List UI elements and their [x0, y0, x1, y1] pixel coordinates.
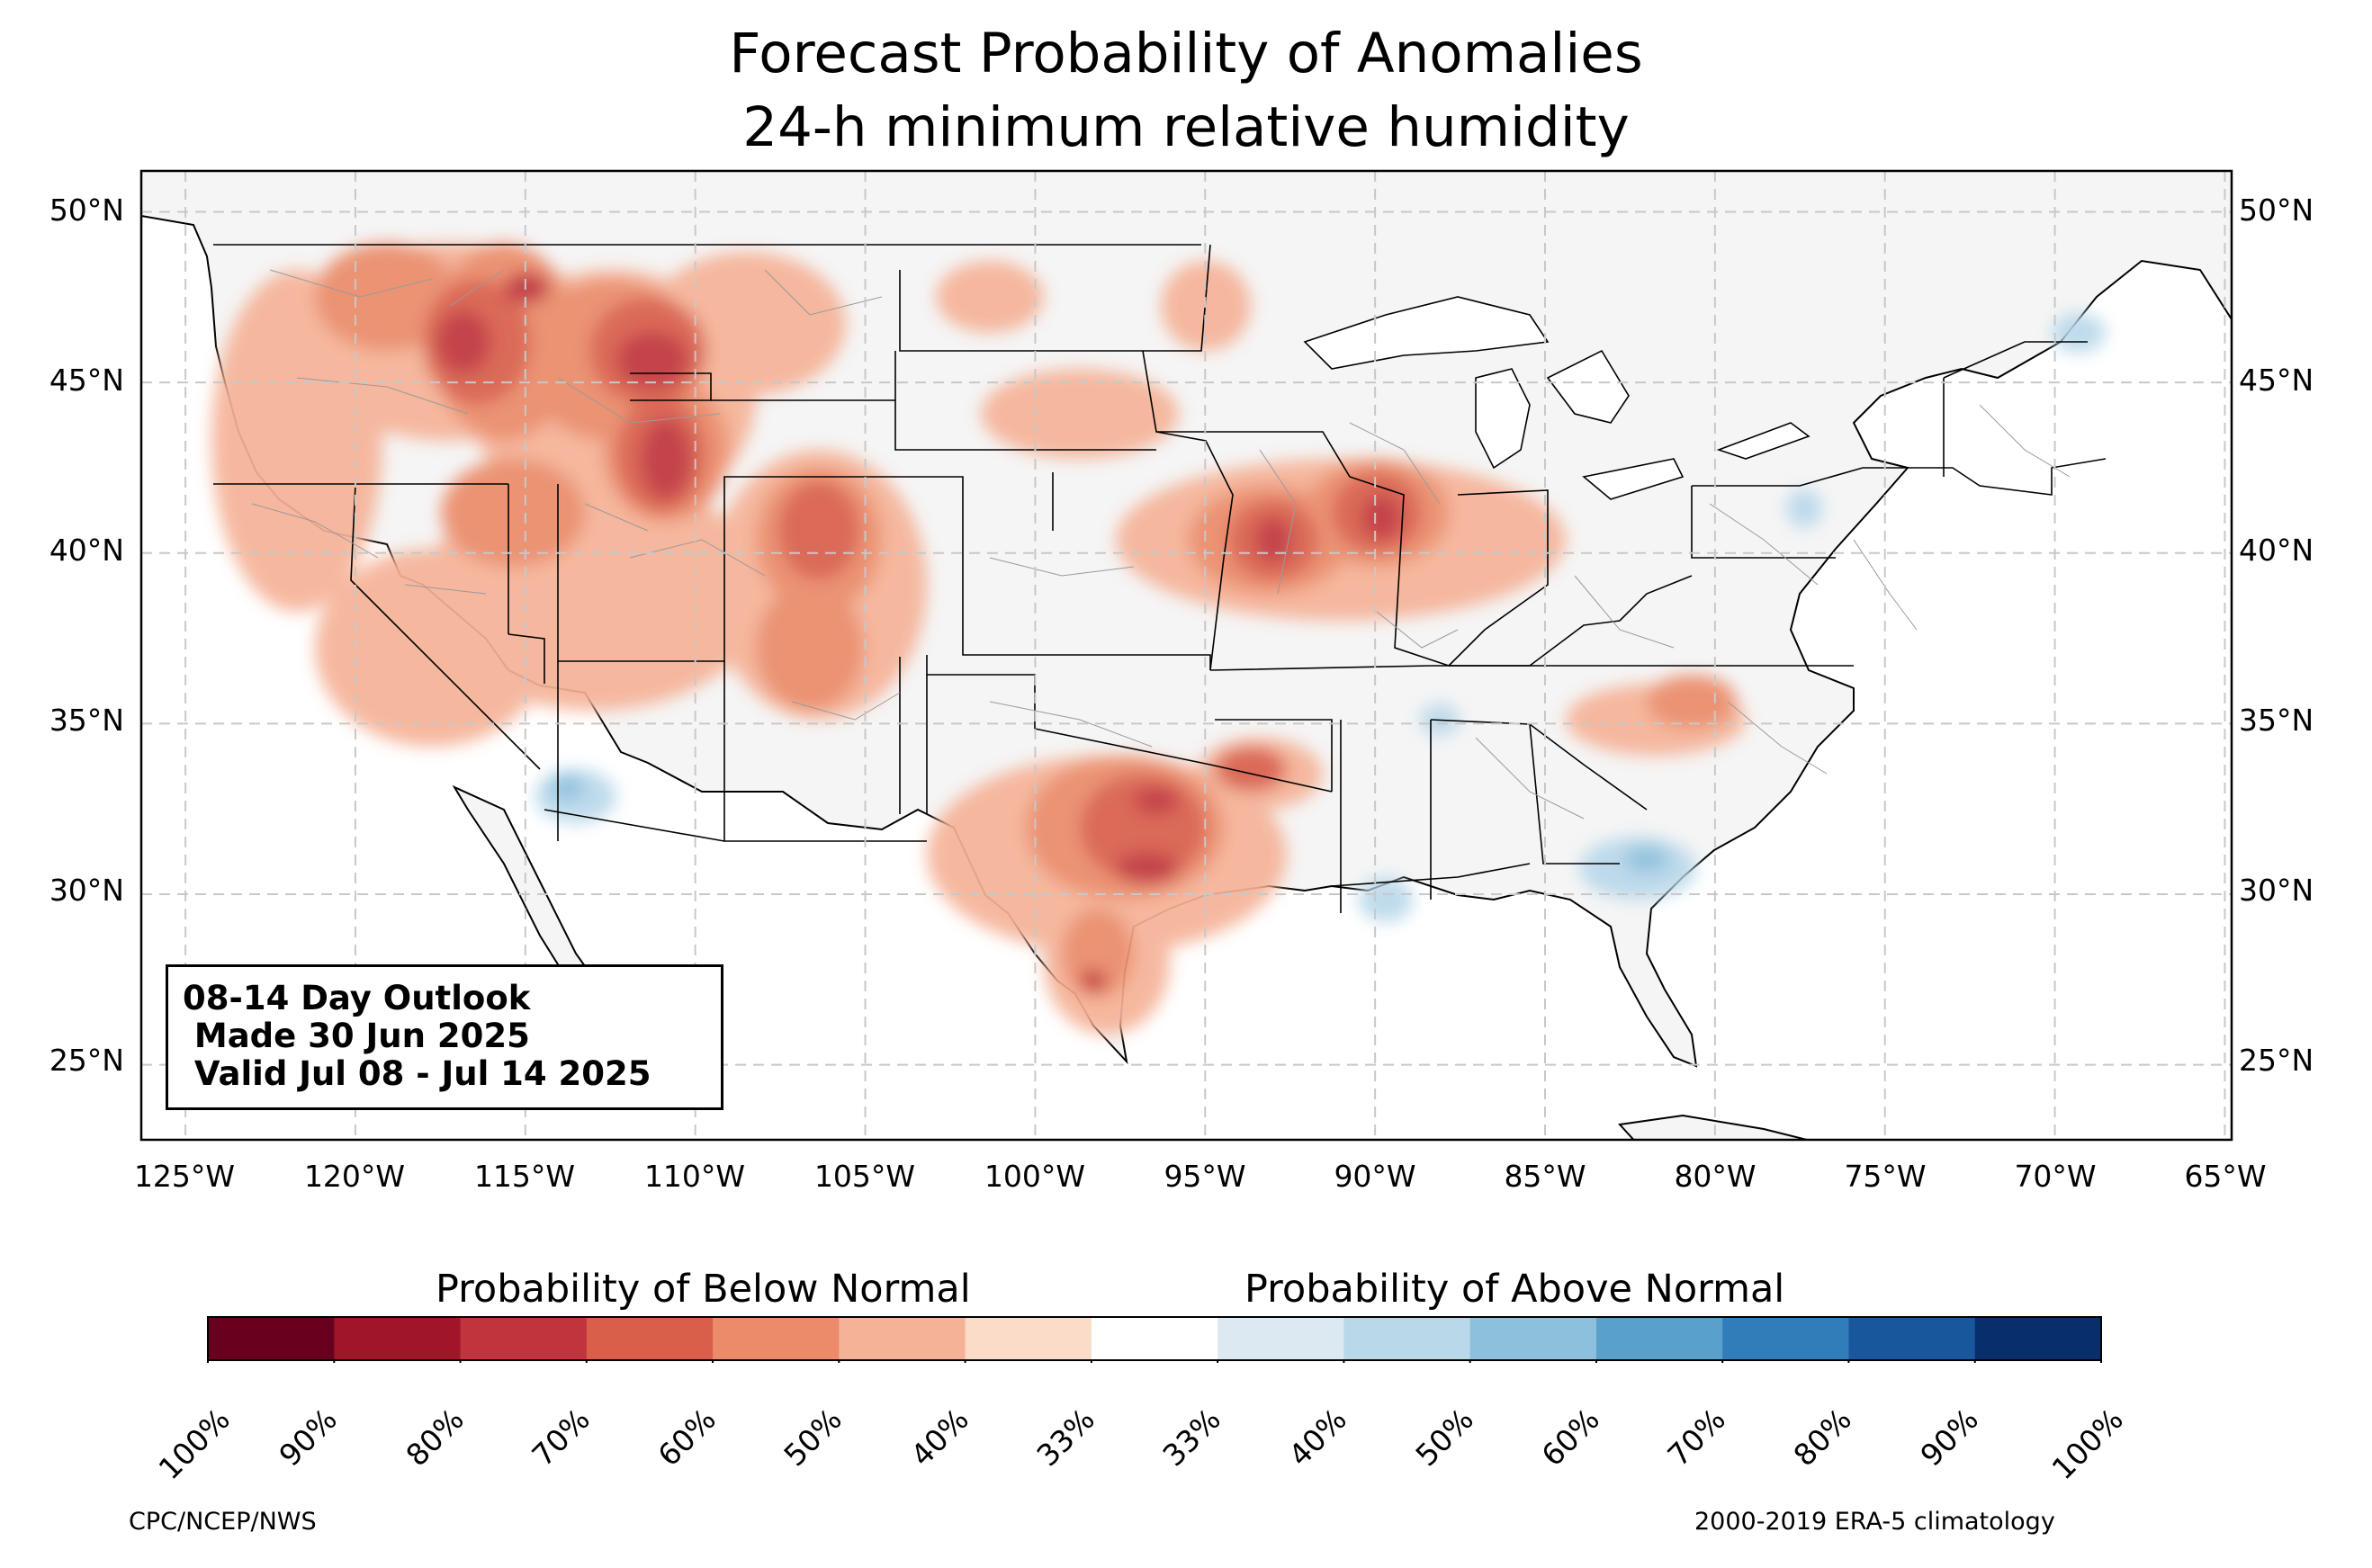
lat-label-35: 35°N	[49, 703, 124, 738]
lat-label-40: 40°N	[49, 533, 124, 568]
colorbar-swatch	[460, 1317, 588, 1360]
lat-label-50: 50°N	[49, 193, 124, 228]
lon-label-120w: 120°W	[303, 1159, 406, 1194]
lon-label-90w: 90°W	[1334, 1159, 1416, 1194]
colorbar-swatch	[1848, 1317, 1976, 1360]
lon-label-95w: 95°W	[1164, 1159, 1246, 1194]
colorbar-swatch	[1722, 1317, 1849, 1360]
colorbar	[207, 1316, 2102, 1363]
outlook-info-box: 08-14 Day Outlook Made 30 Jun 2025 Valid…	[166, 964, 723, 1110]
colorbar-frame	[207, 1316, 2102, 1361]
lon-label-105w: 105°W	[813, 1159, 916, 1194]
colorbar-swatch	[586, 1317, 714, 1360]
lon-label-75w: 75°W	[1844, 1159, 1927, 1194]
colorbar-swatch	[208, 1317, 335, 1360]
lon-label-65w: 65°W	[2184, 1159, 2267, 1194]
footer-climatology: 2000-2019 ERA-5 climatology	[1694, 1508, 2055, 1536]
colorbar-swatch	[1595, 1317, 1723, 1360]
county-lines	[251, 269, 2071, 820]
footer-source: CPC/NCEP/NWS	[129, 1508, 317, 1536]
lon-label-70w: 70°W	[2014, 1159, 2097, 1194]
lon-label-110w: 110°W	[643, 1159, 746, 1194]
outlook-period: 08-14 Day Outlook	[183, 979, 531, 1017]
colorbar-above-label: Probability of Above Normal	[1244, 1267, 1785, 1312]
chart-subtitle: 24-h minimum relative humidity	[742, 95, 1630, 159]
lat-label-right-45: 45°N	[2239, 363, 2314, 398]
lat-label-right-40: 40°N	[2239, 533, 2314, 568]
lat-label-45: 45°N	[49, 363, 124, 398]
lat-label-25: 25°N	[49, 1043, 124, 1078]
lat-label-30: 30°N	[49, 873, 124, 908]
map-frame	[139, 169, 2233, 1142]
lon-label-100w: 100°W	[984, 1159, 1086, 1194]
colorbar-swatch	[1091, 1317, 1218, 1360]
lat-label-right-25: 25°N	[2239, 1043, 2314, 1078]
lat-label-right-50: 50°N	[2239, 193, 2314, 228]
state-boundaries	[213, 244, 2107, 913]
lon-label-80w: 80°W	[1674, 1159, 1757, 1194]
outlook-made-date: Made 30 Jun 2025	[183, 1017, 530, 1055]
colorbar-swatch	[713, 1317, 840, 1360]
colorbar-swatch	[1974, 1317, 2102, 1360]
colorbar-swatch	[965, 1317, 1092, 1360]
lat-label-right-30: 30°N	[2239, 873, 2314, 908]
lon-label-115w: 115°W	[473, 1159, 576, 1194]
colorbar-swatch	[1217, 1317, 1344, 1360]
probability-shading	[211, 243, 2106, 1035]
lon-label-85w: 85°W	[1504, 1159, 1586, 1194]
colorbar-swatch	[334, 1317, 462, 1360]
lon-label-125w: 125°W	[133, 1159, 236, 1194]
outlook-valid-range: Valid Jul 08 - Jul 14 2025	[183, 1054, 651, 1093]
colorbar-below-label: Probability of Below Normal	[436, 1267, 971, 1312]
chart-title: Forecast Probability of Anomalies	[729, 22, 1643, 85]
lat-label-right-35: 35°N	[2239, 703, 2314, 738]
colorbar-swatch	[1343, 1317, 1471, 1360]
colorbar-swatch	[839, 1317, 966, 1360]
cuba	[1617, 1114, 1811, 1140]
lakes	[1303, 296, 1810, 500]
colorbar-swatch	[1469, 1317, 1597, 1360]
